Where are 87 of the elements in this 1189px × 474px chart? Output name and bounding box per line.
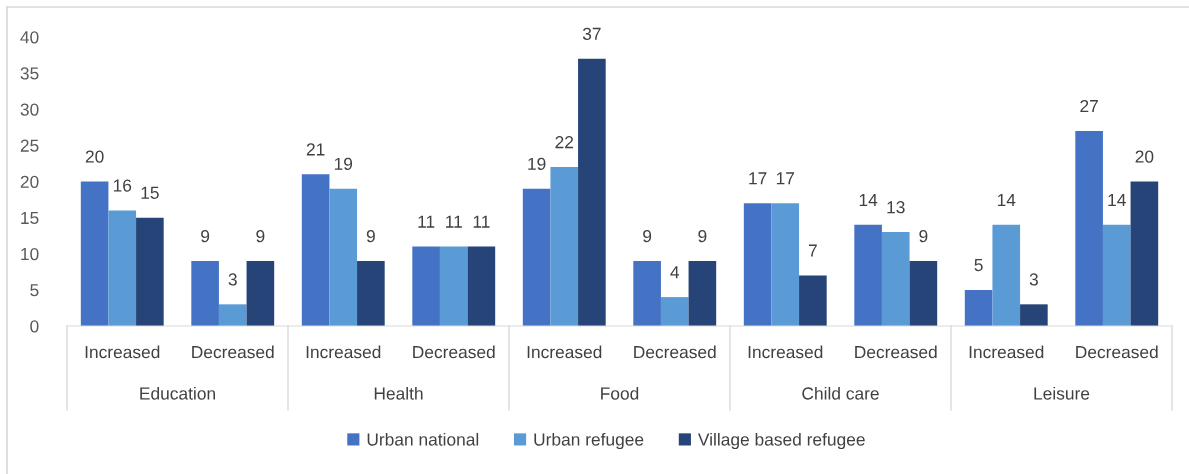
- bar: [964, 289, 993, 326]
- bar: [1130, 181, 1159, 326]
- x-tick-label: Increased: [969, 345, 1044, 359]
- data-label: 20: [1135, 150, 1154, 163]
- data-label: 14: [1108, 194, 1126, 206]
- data-label: 9: [256, 229, 265, 243]
- bar: [246, 260, 275, 326]
- bar: [136, 217, 164, 326]
- text: Child care: [802, 386, 879, 400]
- bar: [909, 260, 938, 326]
- x-tick-label: Increased: [85, 345, 160, 359]
- bar: [412, 246, 440, 326]
- y-tick-label: 25: [20, 139, 39, 152]
- text: Education: [140, 386, 215, 400]
- x-tick-label: Increased: [748, 345, 823, 359]
- bar: [578, 58, 606, 326]
- data-label: 19: [528, 157, 546, 171]
- data-label: 7: [808, 244, 817, 257]
- y-tick-label: 10: [21, 247, 39, 261]
- bar: [992, 224, 1021, 326]
- data-label: 11: [446, 215, 462, 228]
- data-label: 22: [555, 136, 574, 149]
- bar: [191, 260, 219, 326]
- legend-label: Urban refugee: [534, 432, 644, 450]
- data-label: 13: [887, 201, 905, 214]
- bar: [854, 224, 882, 326]
- data-label: 9: [201, 229, 210, 243]
- x-tick-label: Decreased: [413, 345, 495, 359]
- data-label: 15: [141, 186, 159, 199]
- text: Leisure: [1034, 386, 1090, 400]
- x-tick-label: Decreased: [192, 345, 274, 359]
- x-tick-label: Decreased: [634, 345, 716, 359]
- data-label: 3: [1029, 273, 1038, 286]
- data-label: 11: [473, 215, 490, 228]
- text: Health: [374, 386, 423, 400]
- bar: [522, 188, 551, 326]
- bar: [771, 203, 800, 326]
- data-label: 14: [859, 194, 878, 206]
- bar: [439, 246, 468, 326]
- data-label: 17: [776, 172, 795, 185]
- data-label: 16: [113, 179, 132, 192]
- legend-label: Village based refugee: [697, 432, 865, 450]
- bar: [357, 260, 385, 326]
- data-label: 3: [228, 273, 237, 286]
- bar: [550, 167, 579, 326]
- data-label: 17: [749, 172, 767, 185]
- data-label: 9: [643, 229, 652, 243]
- bar: [660, 297, 689, 326]
- data-label: 9: [366, 229, 375, 243]
- bar: [633, 260, 661, 326]
- data-label: 9: [919, 229, 928, 243]
- y-tick-label: 20: [20, 175, 39, 188]
- data-label: 21: [306, 143, 325, 156]
- bar: [881, 232, 910, 326]
- y-tick-label: 35: [20, 67, 39, 80]
- x-tick-label: Decreased: [855, 345, 937, 359]
- y-tick-label: 40: [20, 31, 39, 44]
- bar: [301, 174, 330, 326]
- bar: [80, 181, 109, 326]
- x-tick-label: Increased: [527, 345, 602, 359]
- data-label: 19: [334, 157, 353, 171]
- bar: [108, 210, 137, 326]
- data-label: 4: [670, 266, 680, 279]
- data-label: 9: [698, 229, 707, 243]
- bar: [329, 188, 358, 326]
- text: Food: [601, 386, 639, 400]
- y-tick-label: 0: [30, 320, 39, 333]
- y-tick-label: 15: [21, 211, 39, 225]
- data-label: 11: [418, 215, 435, 228]
- bar: [467, 246, 496, 326]
- data-label: 20: [85, 150, 104, 163]
- bar: [1102, 224, 1131, 326]
- data-label: 5: [974, 259, 983, 272]
- y-tick-label: 30: [20, 103, 39, 116]
- data-label: 14: [997, 194, 1016, 206]
- data-label: 37: [582, 27, 601, 40]
- x-tick-label: Decreased: [1076, 345, 1158, 359]
- data-label: 27: [1080, 99, 1098, 113]
- bar: [743, 203, 772, 326]
- bar: [688, 260, 717, 326]
- bar: [799, 275, 827, 326]
- y-tick-label: 5: [30, 284, 39, 297]
- bar: [218, 304, 247, 326]
- x-tick-label: Increased: [306, 345, 381, 359]
- legend-label: Urban national: [367, 432, 479, 446]
- bar: [1075, 130, 1103, 326]
- bar: [1020, 304, 1048, 326]
